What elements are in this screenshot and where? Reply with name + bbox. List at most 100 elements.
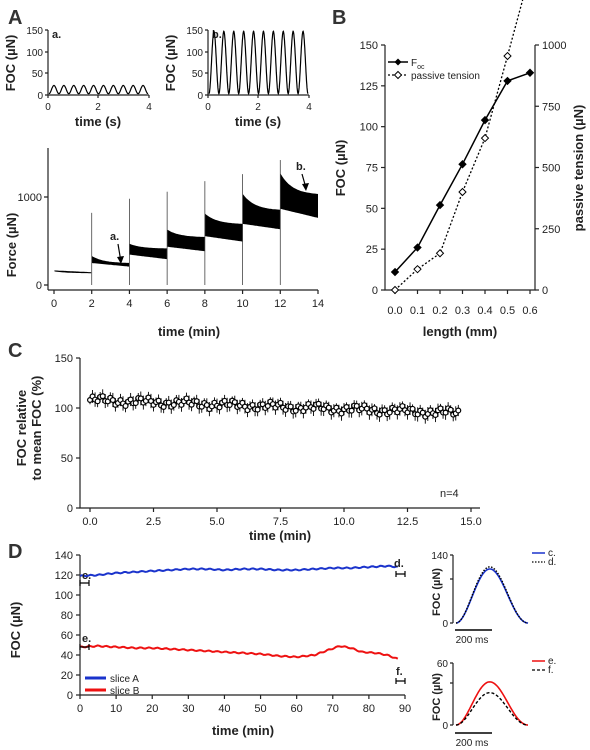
chart-d-inset-top: 140 0 FOC (µN) 200 ms c. d. — [431, 548, 556, 646]
data-point-passive — [435, 249, 445, 258]
y-tick-label: 60 — [61, 630, 73, 642]
y-tick-label: 80 — [61, 610, 73, 622]
x-axis-label: time (min) — [158, 324, 220, 339]
y-tick-label: 0 — [442, 619, 448, 630]
x-tick-label: 0 — [51, 298, 57, 310]
series-line-slice-b — [80, 644, 399, 660]
data-point-foc — [435, 200, 445, 210]
y-tick-label: 0 — [36, 280, 42, 292]
y-axis-label: FOC relativeto mean FOC (%) — [14, 376, 44, 481]
y-tick-label: 50 — [192, 69, 204, 80]
x-tick-label: 2 — [89, 298, 95, 310]
y-tick-label: 60 — [437, 659, 449, 670]
tick-group: 0 20 40 60 80 100 120 140 0 10 20 30 40 50 60 70 80 90 — [55, 550, 411, 715]
x-tick-label: 10 — [236, 298, 248, 310]
series-line-foc — [394, 72, 531, 273]
chart-a-inset-b: 150 100 50 0 0 2 4 time (s) FOC (µN) b. — [163, 26, 312, 129]
scale-bar-label: 200 ms — [456, 635, 489, 646]
trace-group — [455, 681, 528, 726]
legend-label-d: d. — [548, 557, 556, 568]
bracket-d-icon — [395, 571, 406, 577]
chart-a-inset-a: 150 100 50 0 0 2 4 time (s) FOC (µN) a. — [3, 26, 152, 129]
series-line-slice-a — [79, 564, 398, 578]
data-point — [432, 411, 439, 418]
legend: Foc passive tension — [388, 58, 480, 82]
legend-label-passive: passive tension — [411, 71, 480, 82]
annotation-f: f. — [396, 666, 403, 678]
legend-marker-passive — [393, 70, 403, 80]
y-tick-label: 25 — [366, 244, 378, 256]
x-tick-label: 10 — [110, 703, 122, 715]
trace-group — [455, 566, 529, 624]
force-band — [129, 243, 168, 260]
x-tick-label: 0.2 — [432, 305, 447, 317]
legend-label-f: f. — [548, 665, 554, 676]
y-axis-label: FOC (µN) — [3, 35, 18, 92]
panel-letter-d: D — [8, 541, 22, 563]
force-band — [167, 229, 205, 252]
y-tick-label: 0 — [67, 690, 73, 702]
x-tick-label: 0.6 — [522, 305, 537, 317]
tick-group: 0 25 50 75 100 125 150 0 250 500 750 1000 0.0 0.1 0.2 0… — [360, 40, 567, 317]
chart-c: 0 50 100 150 0.0 2.5 5.0 7.5 10.0 12.5 15.0 FOC re… — [14, 353, 482, 543]
y-axis-label: FOC (µN) — [8, 602, 23, 659]
bracket-f-icon — [395, 678, 406, 684]
bracket-e-icon — [79, 644, 90, 650]
data-point — [371, 405, 378, 412]
y2-tick-label: 500 — [542, 163, 560, 175]
y-tick-label: 100 — [186, 48, 203, 59]
y-tick-label: 75 — [366, 163, 378, 175]
axis-frame — [47, 148, 318, 291]
legend-label-foc: Foc — [411, 58, 425, 71]
data-point — [348, 407, 355, 414]
y-axis-ticks — [450, 554, 453, 624]
force-trace-group — [54, 160, 318, 285]
y-tick-label: 0 — [442, 721, 448, 732]
annotation-e: e. — [82, 633, 91, 645]
legend-label-slice-a: slice A — [110, 674, 139, 685]
y-tick-label: 50 — [32, 69, 44, 80]
y-tick-label: 100 — [55, 590, 73, 602]
series-group — [79, 564, 399, 660]
x-tick-label: 2.5 — [146, 516, 161, 528]
annotation-b: b. — [296, 161, 306, 173]
force-band — [204, 213, 243, 242]
force-band — [242, 193, 281, 230]
y-tick-label: 20 — [61, 670, 73, 682]
data-point — [231, 399, 238, 406]
annotation-c: c. — [82, 570, 91, 582]
data-point-passive — [480, 133, 490, 143]
x-tick-label: 0 — [45, 102, 51, 113]
y-axis-ticks — [450, 662, 453, 726]
annotation-a: a. — [110, 231, 119, 243]
force-band — [91, 255, 130, 267]
data-point — [216, 404, 223, 411]
data-point — [409, 405, 416, 412]
inset-title: b. — [212, 29, 222, 41]
x-tick-label: 0.0 — [82, 516, 97, 528]
data-point-foc — [413, 243, 422, 252]
y-axis-ticks — [45, 29, 150, 98]
data-point-foc — [503, 76, 512, 86]
data-point — [325, 404, 332, 411]
panel-letter-b: B — [332, 7, 346, 29]
x-tick-label: 70 — [327, 703, 339, 715]
data-point-passive — [458, 187, 467, 197]
x-tick-label: 7.5 — [273, 516, 288, 528]
y-tick-label: 150 — [55, 353, 73, 365]
x-tick-label: 0.3 — [455, 305, 470, 317]
force-band — [54, 270, 92, 274]
data-point — [254, 406, 261, 413]
y-tick-label: 0 — [67, 503, 73, 515]
arrow-b-head-icon — [302, 183, 309, 191]
x-tick-label: 0.0 — [387, 305, 402, 317]
inset-title: a. — [52, 29, 61, 41]
x-axis-label: time (min) — [249, 528, 311, 543]
x-tick-label: 60 — [291, 703, 303, 715]
arrow-a-head-icon — [117, 256, 124, 264]
data-point-foc — [458, 160, 467, 169]
chart-a-main: 1000 0 Force (µN) time (min) 0 2 4 6 8 10 12 14… — [4, 148, 324, 339]
y-tick-label: 125 — [360, 81, 378, 93]
x-tick-label: 10.0 — [333, 516, 354, 528]
y-tick-label: 150 — [360, 40, 378, 52]
